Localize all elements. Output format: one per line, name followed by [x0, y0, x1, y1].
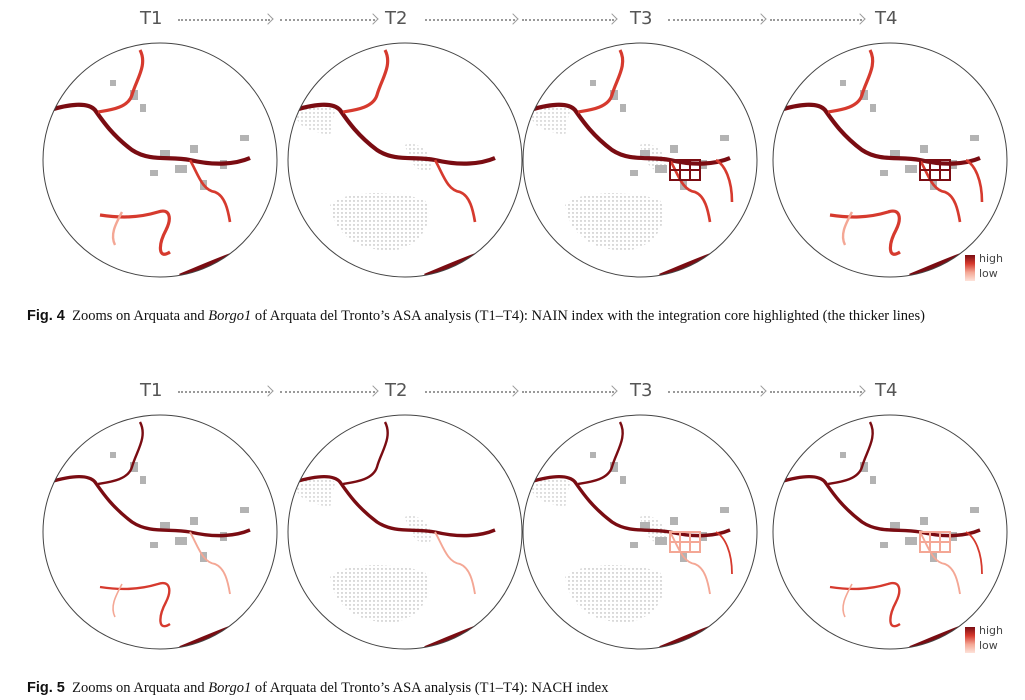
arrow-right-icon [668, 19, 763, 21]
map-zoom-t3 [520, 40, 760, 280]
timeline-label-t1: T1 [140, 8, 163, 29]
figure-caption: Fig. 4 Zooms on Arquata and Borgo1 of Ar… [27, 306, 1017, 326]
arrow-right-icon [425, 19, 515, 21]
zoom-map [522, 414, 758, 650]
arrow-right-icon [770, 19, 862, 21]
map-zoom-t4 [770, 40, 1010, 280]
timeline-header: T1 T2 T3 T4 [0, 380, 1025, 410]
figure-label: Fig. 4 [27, 308, 65, 324]
figure-label: Fig. 5 [27, 680, 65, 696]
legend-high-label: high [979, 252, 1003, 265]
arrow-right-icon [770, 391, 862, 393]
arrow-right-icon [522, 19, 614, 21]
arrow-right-icon [178, 19, 270, 21]
figure-caption: Fig. 5 Zooms on Arquata and Borgo1 of Ar… [27, 678, 1017, 698]
arrow-right-icon [280, 391, 375, 393]
arrow-right-icon [425, 391, 515, 393]
zoom-map [772, 42, 1008, 278]
caption-text-end: of Arquata del Tronto’s ASA analysis (T1… [251, 308, 925, 324]
timeline-label-t2: T2 [385, 380, 408, 401]
timeline-label-t4: T4 [875, 380, 898, 401]
zoom-map [287, 42, 523, 278]
zoom-map [522, 42, 758, 278]
map-zoom-t3 [520, 412, 760, 652]
zoom-map [772, 414, 1008, 650]
zoom-map [42, 42, 278, 278]
arrow-right-icon [668, 391, 763, 393]
map-zoom-t2 [285, 40, 525, 280]
map-panels: high low [0, 40, 1025, 286]
legend: high low [965, 624, 1025, 658]
timeline-label-t3: T3 [630, 380, 653, 401]
legend: high low [965, 252, 1025, 286]
caption-text-start: Zooms on Arquata and [72, 680, 209, 696]
map-panels: high low [0, 412, 1025, 658]
zoom-map [287, 414, 523, 650]
caption-italic: Borgo1 [208, 680, 252, 696]
timeline-label-t3: T3 [630, 8, 653, 29]
legend-high-label: high [979, 624, 1003, 637]
caption-text-end: of Arquata del Tronto’s ASA analysis (T1… [251, 680, 609, 696]
legend-low-label: low [979, 267, 998, 280]
arrow-right-icon [178, 391, 270, 393]
map-zoom-t4 [770, 412, 1010, 652]
timeline-header: T1 T2 T3 T4 [0, 8, 1025, 38]
timeline-label-t2: T2 [385, 8, 408, 29]
zoom-map [42, 414, 278, 650]
caption-text-start: Zooms on Arquata and [72, 308, 209, 324]
map-zoom-t1 [40, 40, 280, 280]
timeline-label-t1: T1 [140, 380, 163, 401]
legend-color-bar [965, 627, 975, 653]
timeline-label-t4: T4 [875, 8, 898, 29]
map-zoom-t2 [285, 412, 525, 652]
arrow-right-icon [522, 391, 614, 393]
legend-low-label: low [979, 639, 998, 652]
map-zoom-t1 [40, 412, 280, 652]
arrow-right-icon [280, 19, 375, 21]
legend-color-bar [965, 255, 975, 281]
caption-italic: Borgo1 [208, 308, 252, 324]
